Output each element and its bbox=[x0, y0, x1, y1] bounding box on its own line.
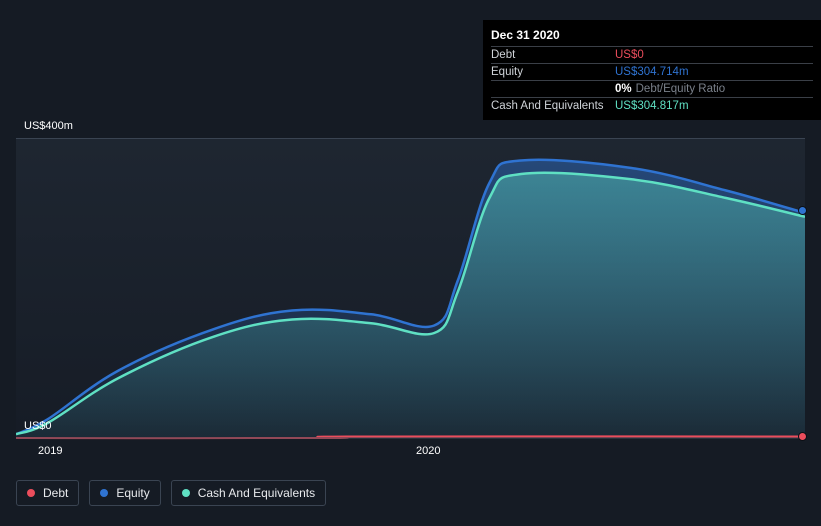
circle-icon bbox=[182, 489, 190, 497]
legend-item-debt[interactable]: Debt bbox=[16, 480, 79, 506]
tooltip-row: EquityUS$304.714m bbox=[491, 63, 813, 80]
legend: Debt Equity Cash And Equivalents bbox=[16, 480, 326, 506]
tooltip-value: US$0 bbox=[615, 49, 644, 61]
legend-item-cash[interactable]: Cash And Equivalents bbox=[171, 480, 326, 506]
legend-label: Debt bbox=[43, 486, 68, 500]
tooltip-row: DebtUS$0 bbox=[491, 46, 813, 63]
tooltip-value: US$304.817m bbox=[615, 100, 689, 112]
legend-label: Cash And Equivalents bbox=[198, 486, 315, 500]
marker-equity bbox=[798, 206, 807, 215]
tooltip-row: Cash And EquivalentsUS$304.817m bbox=[491, 97, 813, 114]
cash-area bbox=[16, 173, 805, 438]
legend-item-equity[interactable]: Equity bbox=[89, 480, 160, 506]
chart-container: US$400m US$0 2019 2020 Dec 31 2020 DebtU… bbox=[16, 0, 805, 460]
circle-icon bbox=[27, 489, 35, 497]
tooltip-label: Cash And Equivalents bbox=[491, 100, 615, 112]
x-tick-2019: 2019 bbox=[38, 445, 62, 457]
tooltip-panel: Dec 31 2020 DebtUS$0EquityUS$304.714m0%D… bbox=[483, 20, 821, 120]
x-tick-2020: 2020 bbox=[416, 445, 440, 457]
tooltip-value: 0% bbox=[615, 83, 632, 95]
legend-label: Equity bbox=[116, 486, 149, 500]
tooltip-label: Debt bbox=[491, 49, 615, 61]
tooltip-title: Dec 31 2020 bbox=[491, 26, 813, 46]
tooltip-value: US$304.714m bbox=[615, 66, 689, 78]
circle-icon bbox=[100, 489, 108, 497]
y-tick-0: US$0 bbox=[24, 420, 52, 432]
tooltip-suffix: Debt/Equity Ratio bbox=[636, 83, 726, 95]
tooltip-label bbox=[491, 83, 615, 95]
y-tick-400: US$400m bbox=[24, 120, 73, 132]
tooltip-row: 0% Debt/Equity Ratio bbox=[491, 80, 813, 97]
marker-debt bbox=[798, 432, 807, 441]
tooltip-label: Equity bbox=[491, 66, 615, 78]
